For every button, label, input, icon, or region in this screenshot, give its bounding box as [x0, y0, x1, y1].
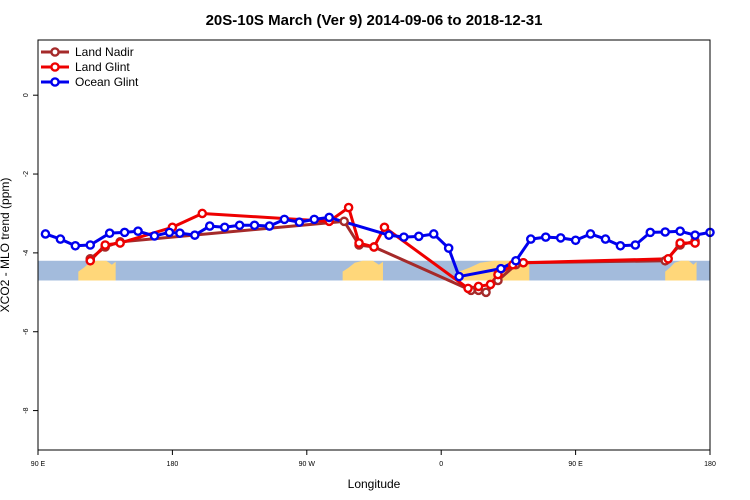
land-glint-point	[473, 281, 484, 292]
ocean-glint-point	[164, 227, 175, 238]
ocean-glint-point	[133, 226, 143, 237]
legend-label-ocean-glint: Ocean Glint	[75, 75, 139, 89]
legend-marker-land-nadir	[50, 47, 60, 57]
ocean-glint-point	[585, 229, 596, 239]
ocean-glint-point	[149, 231, 160, 241]
ocean-glint-point	[324, 212, 335, 223]
ocean-glint-point	[219, 222, 230, 233]
ocean-glint-point	[454, 271, 464, 282]
y-tick-label: -2	[23, 171, 30, 177]
ocean-glint-point	[119, 227, 130, 238]
land-glint-point	[354, 238, 364, 248]
land-glint-point	[675, 238, 685, 248]
ocean-glint-point	[40, 229, 51, 239]
x-axis: 90 E 180 90 W 0 90 E 180	[31, 450, 716, 468]
x-tick-label: 180	[167, 461, 179, 468]
ocean-glint-point	[645, 227, 656, 238]
y-tick-label: -8	[23, 407, 30, 413]
ocean-glint-point	[70, 240, 81, 251]
ocean-glint-point	[279, 214, 290, 225]
y-axis-label: XCO2 - MLO trend (ppm)	[0, 178, 12, 313]
y-tick-label: 0	[23, 93, 30, 97]
land-region	[665, 260, 697, 281]
land-region	[342, 260, 383, 281]
ocean-glint-point	[204, 221, 215, 231]
land-region	[78, 260, 116, 281]
legend-marker-ocean-glint	[50, 77, 60, 87]
ocean-glint-point	[85, 240, 96, 250]
y-tick-label: -6	[23, 329, 30, 335]
ocean-glint-point	[443, 243, 454, 253]
y-tick-label: -4	[23, 250, 30, 256]
x-tick-label: 180	[704, 461, 716, 468]
legend-label-land-glint: Land Glint	[75, 60, 130, 74]
ocean-glint-point	[399, 232, 409, 242]
ocean-glint-point	[540, 232, 551, 242]
x-tick-label: 0	[439, 461, 443, 468]
ocean-glint-point	[264, 221, 275, 231]
land-nadir-point	[481, 287, 491, 298]
land-glint-point	[100, 240, 110, 250]
ocean-glint-point	[615, 240, 626, 251]
land-glint-point	[518, 257, 529, 268]
land-glint-point	[369, 242, 379, 252]
ocean-glint-point	[660, 227, 671, 237]
ocean-glint-point	[104, 228, 115, 238]
ocean-glint-point	[55, 234, 66, 244]
ocean-glint-point	[413, 231, 424, 242]
legend-label-land-nadir: Land Nadir	[75, 45, 134, 59]
land-glint-point	[85, 255, 96, 266]
x-tick-label: 90 E	[568, 461, 583, 468]
land-glint-point	[379, 222, 390, 233]
ocean-glint-point	[428, 229, 439, 239]
x-axis-label: Longitude	[348, 477, 401, 491]
y-axis: 0 -2 -4 -6 -8	[23, 93, 38, 414]
land-glint-point	[115, 238, 125, 248]
ocean-glint-point	[249, 220, 260, 231]
ocean-glint-point	[555, 233, 566, 243]
land-glint-point	[690, 238, 700, 248]
ocean-glint-point	[690, 230, 700, 240]
ocean-glint-point	[189, 230, 200, 240]
land-glint-point	[485, 279, 496, 290]
chart-title: 20S-10S March (Ver 9) 2014-09-06 to 2018…	[206, 12, 543, 29]
x-tick-label: 90 W	[299, 461, 316, 468]
ocean-glint-point	[630, 240, 641, 250]
x-tick-label: 90 E	[31, 461, 46, 468]
ocean-glint-point	[234, 220, 245, 231]
land-glint-point	[663, 253, 673, 264]
ocean-glint-point	[511, 255, 521, 266]
legend-marker-land-glint	[50, 62, 60, 72]
series-points	[40, 202, 715, 298]
ocean-glint-point	[294, 217, 305, 227]
ocean-glint-point	[526, 234, 536, 244]
surface-band	[38, 260, 710, 281]
ocean-glint-point	[384, 230, 394, 240]
ocean-glint-point	[309, 214, 320, 225]
plot-frame	[37, 39, 711, 451]
land-glint-point	[197, 208, 208, 219]
land-glint-point	[463, 283, 473, 294]
ocean-glint-point	[570, 235, 581, 246]
ocean-glint-point	[675, 226, 685, 237]
land-glint-point	[343, 202, 354, 213]
ocean-glint-point	[600, 234, 611, 244]
ocean-glint-point	[175, 228, 185, 238]
land-nadir-point	[339, 216, 349, 227]
ocean-glint-point	[496, 263, 506, 274]
